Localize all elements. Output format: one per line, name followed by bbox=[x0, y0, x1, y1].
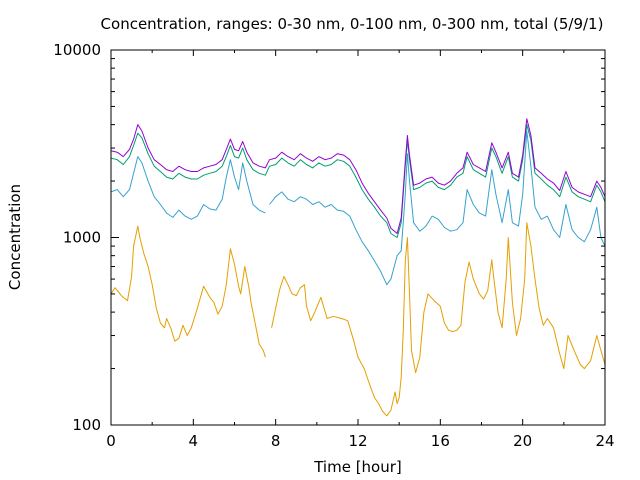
series-1-line-0 bbox=[110, 156, 266, 220]
x-tick-label-6: 24 bbox=[595, 432, 614, 450]
x-tick-label-4: 16 bbox=[431, 432, 450, 450]
series-0-line-0 bbox=[110, 225, 266, 358]
series-2-line-0 bbox=[110, 124, 606, 238]
x-tick-label-0: 0 bbox=[106, 432, 116, 450]
x-tick-label-3: 12 bbox=[348, 432, 367, 450]
y-tick-label-1: 1000 bbox=[63, 229, 101, 247]
series-0-line-1 bbox=[271, 222, 606, 417]
y-tick-label-2: 10000 bbox=[53, 41, 101, 59]
x-axis-label: Time [hour] bbox=[313, 458, 402, 476]
series-layer bbox=[110, 118, 606, 417]
series-3-line-0 bbox=[110, 118, 606, 234]
series-1-line-1 bbox=[269, 130, 606, 286]
y-tick-label-0: 100 bbox=[72, 416, 101, 434]
y-axis-label: Concentration bbox=[6, 184, 24, 290]
x-tick-label-5: 20 bbox=[513, 432, 532, 450]
plot-area-border bbox=[110, 49, 606, 426]
chart-title: Concentration, ranges: 0-30 nm, 0-100 nm… bbox=[101, 15, 604, 33]
ticks-layer: 0 4 8 12 16 20 24 100 1000 10000 bbox=[53, 41, 614, 450]
x-tick-label-1: 4 bbox=[189, 432, 199, 450]
x-tick-label-2: 8 bbox=[271, 432, 281, 450]
